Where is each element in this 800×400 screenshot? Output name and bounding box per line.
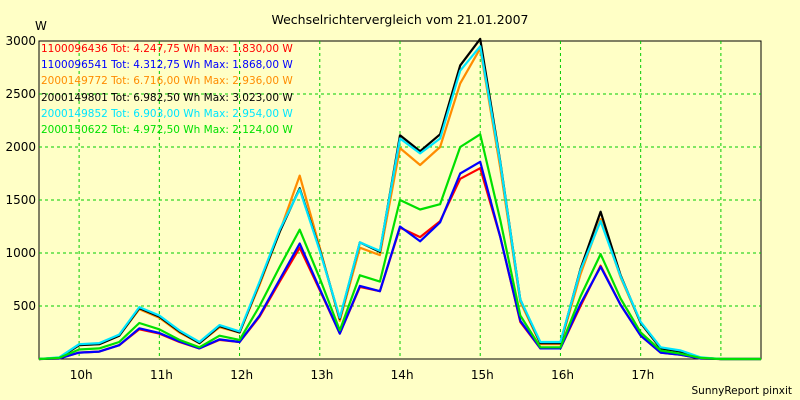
legend-entry-1100096541: 1100096541 Tot: 4.312,75 Wh Max: 1.868,0… [41, 59, 293, 72]
series-line-2000149852 [38, 45, 761, 361]
y-tick-labels: 500 1000 1500 2000 2500 3000 [5, 34, 36, 313]
legend: 1100096436 Tot: 4.247,75 Wh Max: 1.830,0… [41, 41, 293, 138]
series-lines [38, 37, 761, 361]
x-tick-label: 12h [230, 368, 253, 382]
footer-credit: SunnyReport pinxit [691, 385, 792, 397]
y-tick-label: 2000 [5, 140, 36, 154]
x-tick-label: 10h [70, 368, 93, 382]
x-tick-label: 14h [391, 368, 414, 382]
legend-entry-2000149772: 2000149772 Tot: 6.716,00 Wh Max: 2.936,0… [41, 75, 293, 88]
x-tick-label: 17h [631, 368, 654, 382]
legend-entry-2000149852: 2000149852 Tot: 6.903,00 Wh Max: 2.954,0… [41, 107, 293, 120]
legend-entry-2000150622: 2000150622 Tot: 4.972,50 Wh Max: 2.124,0… [41, 124, 293, 137]
y-tick-label: 2500 [5, 87, 36, 101]
series-line-1100096541 [38, 160, 761, 361]
x-tick-label: 15h [471, 368, 494, 382]
y-tick-label: 1500 [5, 193, 36, 207]
x-tick-label: 11h [150, 368, 173, 382]
x-tick-label: 13h [310, 368, 333, 382]
y-axis-label: W [35, 19, 47, 33]
y-tick-label: 1000 [5, 246, 36, 260]
y-tick-label: 3000 [5, 34, 36, 48]
x-tick-label: 16h [551, 368, 574, 382]
x-tick-labels: 10h 11h 12h 13h 14h 15h 16h 17h [70, 368, 654, 382]
legend-entry-2000149801: 2000149801 Tot: 6.982,50 Wh Max: 3.023,0… [41, 91, 293, 104]
series-line-2000150622 [38, 133, 761, 361]
y-tick-label: 500 [13, 299, 36, 313]
chart-title: Wechselrichtervergleich vom 21.01.2007 [271, 12, 528, 27]
legend-entry-1100096436: 1100096436 Tot: 4.247,75 Wh Max: 1.830,0… [41, 43, 293, 55]
